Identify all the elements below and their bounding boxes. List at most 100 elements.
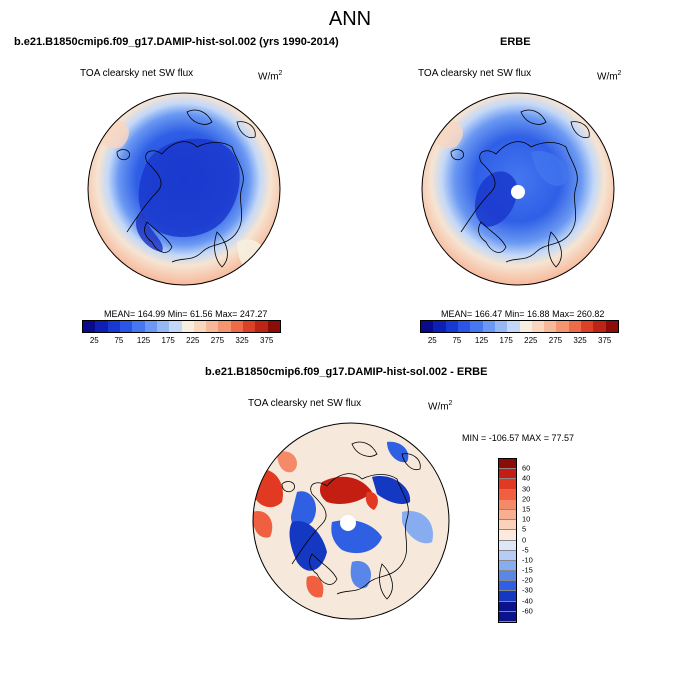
panel3-colorbar-tick-label: 10 bbox=[522, 514, 531, 524]
panel1-polar-map bbox=[87, 92, 281, 286]
panel3-map-boundary bbox=[252, 422, 450, 620]
panel1-colorbar-swatch bbox=[83, 321, 96, 332]
panel1-colorbar-swatch bbox=[144, 321, 157, 332]
panel1-colorbar-swatch bbox=[255, 321, 268, 332]
panel2-colorbar-swatch bbox=[581, 321, 594, 332]
panel2-colorbar-tick-label: 175 bbox=[499, 336, 513, 345]
panel1-variable-label: TOA clearsky net SW flux bbox=[80, 68, 194, 79]
panel2-colorbar-swatch bbox=[544, 321, 557, 332]
panel3-colorbar-swatch bbox=[499, 571, 516, 582]
panel3-colorbar-swatch bbox=[499, 611, 516, 622]
panel3-variable-label: TOA clearsky net SW flux bbox=[248, 398, 362, 409]
panel1-title: b.e21.B1850cmip6.f09_g17.DAMIP-hist-sol.… bbox=[14, 36, 339, 48]
panel2-colorbar-swatch bbox=[494, 321, 508, 332]
panel2-title: ERBE bbox=[500, 36, 531, 48]
panel2-coastlines bbox=[450, 109, 590, 268]
panel2-variable-label: TOA clearsky net SW flux bbox=[418, 68, 532, 79]
panel1-colorbar-swatch bbox=[156, 321, 170, 332]
panel1-colorbar-swatch bbox=[119, 321, 133, 332]
panel1-colorbar-swatch bbox=[107, 321, 120, 332]
panel1-colorbar-tick-label: 225 bbox=[186, 336, 200, 345]
panel1-colorbar-labels: 25 75 125 175 225 275 325 375 bbox=[82, 336, 279, 346]
panel1-colorbar-tick-label: 125 bbox=[136, 336, 151, 345]
panel3-colorbar-tick-label: -15 bbox=[522, 565, 533, 575]
panel3-coastlines bbox=[281, 441, 421, 600]
panel3-title: b.e21.B1850cmip6.f09_g17.DAMIP-hist-sol.… bbox=[205, 366, 488, 378]
panel1-stats: MEAN= 164.99 Min= 61.56 Max= 247.27 bbox=[104, 309, 268, 319]
panel2-colorbar bbox=[420, 320, 619, 333]
panel2-colorbar-tick-label: 275 bbox=[548, 336, 563, 345]
panel2-colorbar-tick-label: 225 bbox=[524, 336, 538, 345]
panel2-polar-map bbox=[421, 92, 615, 286]
panel3-colorbar-tick-label: 40 bbox=[522, 473, 531, 483]
panel1-colorbar-tick-label: 25 bbox=[89, 336, 99, 345]
panel1-coastlines bbox=[116, 109, 256, 268]
panel3-colorbar-tick-label: 30 bbox=[522, 484, 531, 494]
panel2-colorbar-swatch bbox=[457, 321, 471, 332]
panel1-colorbar-tick-label: 325 bbox=[235, 336, 249, 345]
panel3-colorbar-tick-label: 20 bbox=[522, 494, 531, 504]
panel2-colorbar-swatch bbox=[433, 321, 446, 332]
panel3-stats: MIN = -106.57 MAX = 77.57 bbox=[462, 433, 575, 443]
panel2-colorbar-swatch bbox=[445, 321, 458, 332]
panel3-colorbar-swatch bbox=[499, 540, 516, 551]
panel2-colorbar-swatch bbox=[568, 321, 582, 332]
panel3-colorbar-tick-label: -10 bbox=[522, 555, 533, 565]
panel3-polar-map bbox=[252, 422, 450, 620]
panel1-units-label: W/m2 bbox=[258, 70, 283, 83]
panel3-colorbar-tick-label: -40 bbox=[522, 596, 533, 606]
panel1-field bbox=[88, 93, 280, 285]
panel1-map-boundary bbox=[87, 92, 281, 286]
panel3-colorbar-swatch bbox=[499, 581, 516, 592]
panel3-colorbar-tick-label: 15 bbox=[522, 504, 531, 514]
panel3-colorbar-swatch bbox=[499, 509, 516, 521]
panel2-colorbar-tick-label: 125 bbox=[474, 336, 489, 345]
panel3-colorbar-swatch bbox=[499, 459, 516, 470]
panel1-colorbar-swatch bbox=[169, 321, 182, 332]
panel2-colorbar-tick-label: 75 bbox=[452, 336, 462, 345]
panel2-map-boundary bbox=[421, 92, 615, 286]
panel1-colorbar-swatch bbox=[193, 321, 207, 332]
panel3-colorbar-swatch bbox=[499, 489, 516, 500]
panel1-colorbar-swatch bbox=[181, 321, 194, 332]
panel3-colorbar-swatch bbox=[499, 560, 516, 572]
panel3-colorbar-tick-label: 60 bbox=[522, 463, 531, 473]
panel3-units-label: W/m2 bbox=[428, 400, 453, 413]
panel1-colorbar-swatch bbox=[132, 321, 145, 332]
panel2-units-label: W/m2 bbox=[597, 70, 622, 83]
panel2-stats: MEAN= 166.47 Min= 16.88 Max= 260.82 bbox=[441, 309, 605, 319]
panel1-colorbar-swatch bbox=[206, 321, 219, 332]
panel3-colorbar-swatch bbox=[499, 469, 516, 480]
panel3-colorbar-swatch bbox=[499, 479, 516, 490]
panel1-colorbar-tick-label: 275 bbox=[210, 336, 225, 345]
panel2-colorbar-tick-label: 325 bbox=[573, 336, 587, 345]
panel3-colorbar-swatch bbox=[499, 530, 516, 541]
figure-title: ANN bbox=[328, 8, 372, 30]
panel1-colorbar-swatch bbox=[230, 321, 244, 332]
panel2-colorbar-swatch bbox=[421, 321, 434, 332]
panel2-colorbar-labels: 25 75 125 175 225 275 325 375 bbox=[420, 336, 617, 346]
panel2-colorbar-swatch bbox=[470, 321, 483, 332]
panel3-colorbar-swatch bbox=[499, 601, 516, 612]
panel1-colorbar-swatch bbox=[267, 321, 280, 332]
panel3-colorbar-swatch bbox=[499, 520, 516, 531]
panel2-field bbox=[422, 93, 614, 285]
panel1-colorbar-swatch bbox=[218, 321, 231, 332]
panel2-colorbar-swatch bbox=[482, 321, 495, 332]
panel3-colorbar-tick-label: -5 bbox=[522, 545, 529, 555]
panel2-colorbar-swatch bbox=[605, 321, 618, 332]
panel1-colorbar-tick-label: 75 bbox=[114, 336, 124, 345]
panel1-colorbar-swatch bbox=[95, 321, 108, 332]
panel3-colorbar-swatch bbox=[499, 591, 516, 602]
panel2-colorbar-swatch bbox=[531, 321, 545, 332]
panel3-colorbar-tick-label: 0 bbox=[522, 535, 527, 544]
panel2-colorbar-tick-label: 375 bbox=[598, 336, 612, 345]
panel3-colorbar-labels: 60 40 30 20 15 10 5 0 -5 -10 -15 -20 -30 -40 -60 bbox=[522, 458, 552, 621]
panel1-colorbar bbox=[82, 320, 281, 333]
panel3-colorbar-tick-label: -30 bbox=[522, 585, 533, 595]
panel3-colorbar-swatch bbox=[499, 550, 516, 561]
panel3-colorbar-swatch bbox=[499, 499, 516, 510]
panel1-colorbar-tick-label: 375 bbox=[260, 336, 274, 345]
panel3-colorbar-tick-label: -20 bbox=[522, 575, 533, 585]
panel2-colorbar-swatch bbox=[519, 321, 532, 332]
